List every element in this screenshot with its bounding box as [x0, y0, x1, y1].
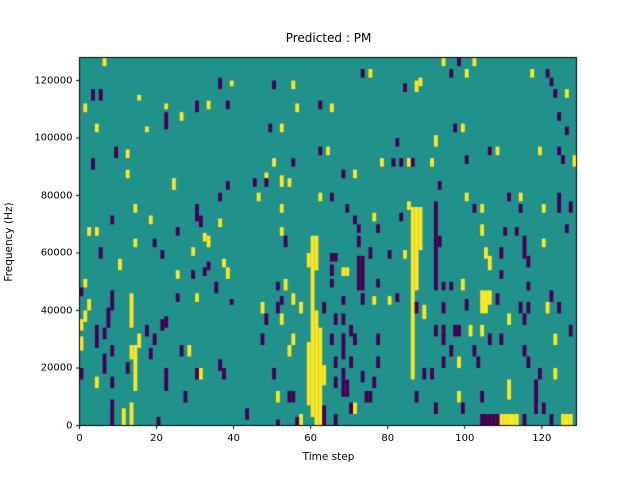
y-tick-label: 0 — [66, 420, 73, 431]
x-tick-label: 120 — [532, 432, 552, 444]
y-tick-label: 80000 — [40, 190, 73, 201]
x-axis-label: Time step — [302, 451, 355, 463]
x-tick-label: 100 — [455, 432, 475, 444]
y-tick-label: 100000 — [34, 132, 73, 144]
x-tick-label: 20 — [150, 432, 163, 444]
y-tick-label: 60000 — [40, 247, 73, 259]
y-tick-label: 20000 — [40, 362, 73, 374]
y-tick-label: 40000 — [40, 305, 73, 316]
x-tick-label: 0 — [76, 432, 83, 444]
x-tick-label: 40 — [227, 432, 240, 444]
y-tick-label: 120000 — [34, 75, 73, 86]
x-tick-label: 60 — [304, 432, 318, 444]
plot-title: Predicted : PM — [285, 31, 372, 45]
x-tick-label: 80 — [381, 432, 395, 444]
y-axis-label: Frequency (Hz) — [3, 202, 15, 282]
